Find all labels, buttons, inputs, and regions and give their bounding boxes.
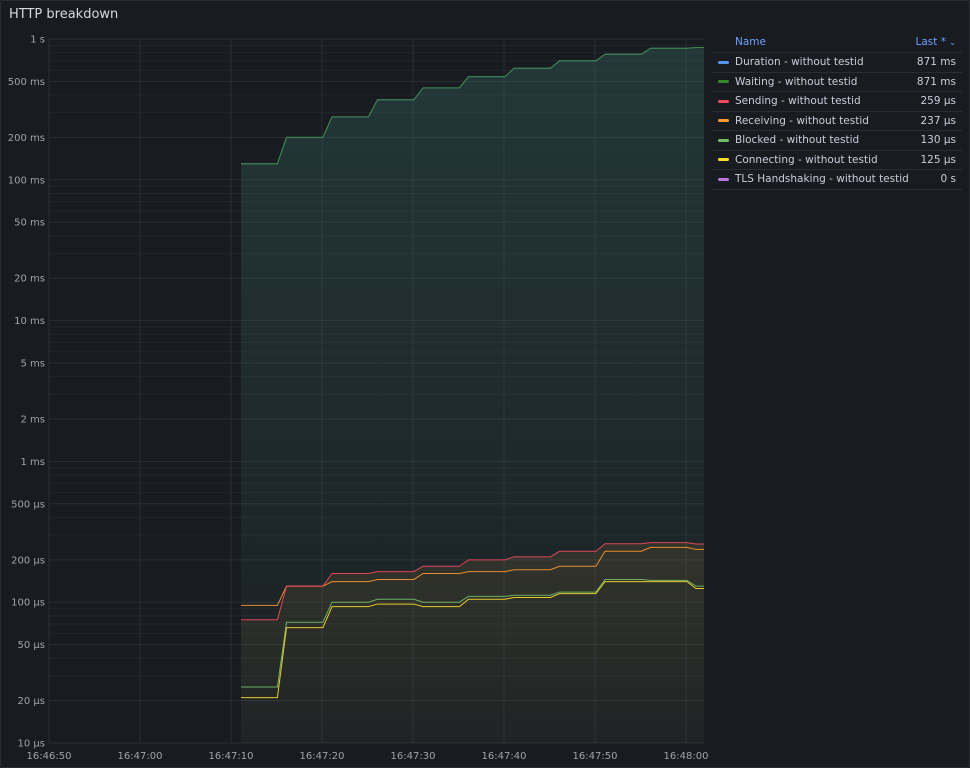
y-tick-label: 50 µs: [18, 640, 45, 651]
legend-item[interactable]: Connecting - without testid 125 µs: [712, 151, 962, 170]
legend-last-value: 871 ms: [916, 56, 956, 69]
x-tick-label: 16:47:00: [118, 751, 163, 762]
series-color-swatch: [718, 99, 729, 103]
chevron-down-icon: ⌄: [949, 38, 956, 47]
y-tick-label: 10 ms: [14, 316, 45, 327]
series-color-swatch: [718, 177, 729, 181]
series-line-receiving: [241, 546, 704, 606]
legend-item[interactable]: Waiting - without testid 871 ms: [712, 73, 962, 92]
y-tick-label: 2 ms: [21, 415, 46, 426]
series-color-swatch: [718, 119, 729, 123]
legend-last-value: 0 s: [940, 173, 957, 186]
legend-item[interactable]: TLS Handshaking - without testid 0 s: [712, 170, 962, 190]
legend-last-header[interactable]: Last * ⌄: [915, 36, 956, 48]
legend-header: Name Last * ⌄: [712, 32, 962, 53]
series-line-sending: [241, 542, 704, 621]
y-tick-label: 500 µs: [11, 499, 45, 510]
y-tick-label: 200 ms: [8, 133, 45, 144]
y-tick-label: 1 s: [30, 35, 45, 46]
y-tick-label: 5 ms: [21, 358, 46, 369]
sending-area-fill: [241, 542, 704, 743]
panel-title[interactable]: HTTP breakdown: [9, 7, 119, 22]
y-tick-label: 20 ms: [14, 274, 45, 285]
legend-item[interactable]: Duration - without testid 871 ms: [712, 53, 962, 73]
legend-name-header[interactable]: Name: [735, 36, 766, 48]
legend-series-name: Sending - without testid: [735, 95, 861, 108]
x-tick-label: 16:47:40: [482, 751, 527, 762]
legend-item[interactable]: Sending - without testid 259 µs: [712, 92, 962, 112]
x-tick-label: 16:47:50: [573, 751, 618, 762]
legend-series-name: TLS Handshaking - without testid: [735, 173, 909, 186]
legend-last-value: 125 µs: [920, 153, 956, 166]
series-color-swatch: [718, 158, 729, 162]
legend-last-label: Last *: [915, 36, 946, 48]
x-tick-label: 16:47:20: [300, 751, 345, 762]
y-tick-label: 200 µs: [11, 555, 45, 566]
y-tick-label: 20 µs: [18, 696, 45, 707]
y-tick-label: 1 ms: [21, 457, 46, 468]
x-tick-label: 16:47:30: [391, 751, 436, 762]
y-tick-label: 100 ms: [8, 175, 45, 186]
legend-table: Name Last * ⌄ Duration - without testid 8…: [712, 32, 962, 190]
legend-last-value: 259 µs: [920, 95, 956, 108]
y-tick-label: 500 ms: [8, 77, 45, 88]
legend-series-name: Duration - without testid: [735, 56, 864, 69]
legend-series-name: Connecting - without testid: [735, 153, 878, 166]
y-tick-label: 50 ms: [14, 218, 45, 229]
legend-item[interactable]: Receiving - without testid 237 µs: [712, 112, 962, 131]
series-line-waiting: [241, 46, 704, 165]
legend-series-name: Blocked - without testid: [735, 134, 860, 147]
series-color-swatch: [718, 138, 729, 142]
x-tick-label: 16:46:50: [27, 751, 72, 762]
x-tick-label: 16:48:00: [664, 751, 709, 762]
series-color-swatch: [718, 60, 729, 64]
legend-series-name: Receiving - without testid: [735, 114, 869, 127]
y-tick-label: 10 µs: [18, 739, 45, 750]
legend-series-name: Waiting - without testid: [735, 75, 858, 88]
legend-last-value: 237 µs: [920, 114, 956, 127]
x-tick-label: 16:47:10: [209, 751, 254, 762]
y-tick-label: 100 µs: [11, 598, 45, 609]
series-color-swatch: [718, 80, 729, 84]
legend-last-value: 130 µs: [920, 134, 956, 147]
legend-item[interactable]: Blocked - without testid 130 µs: [712, 131, 962, 151]
legend-last-value: 871 ms: [916, 75, 956, 88]
series-line-blocked: [241, 578, 704, 688]
series-line-connecting: [241, 581, 704, 699]
